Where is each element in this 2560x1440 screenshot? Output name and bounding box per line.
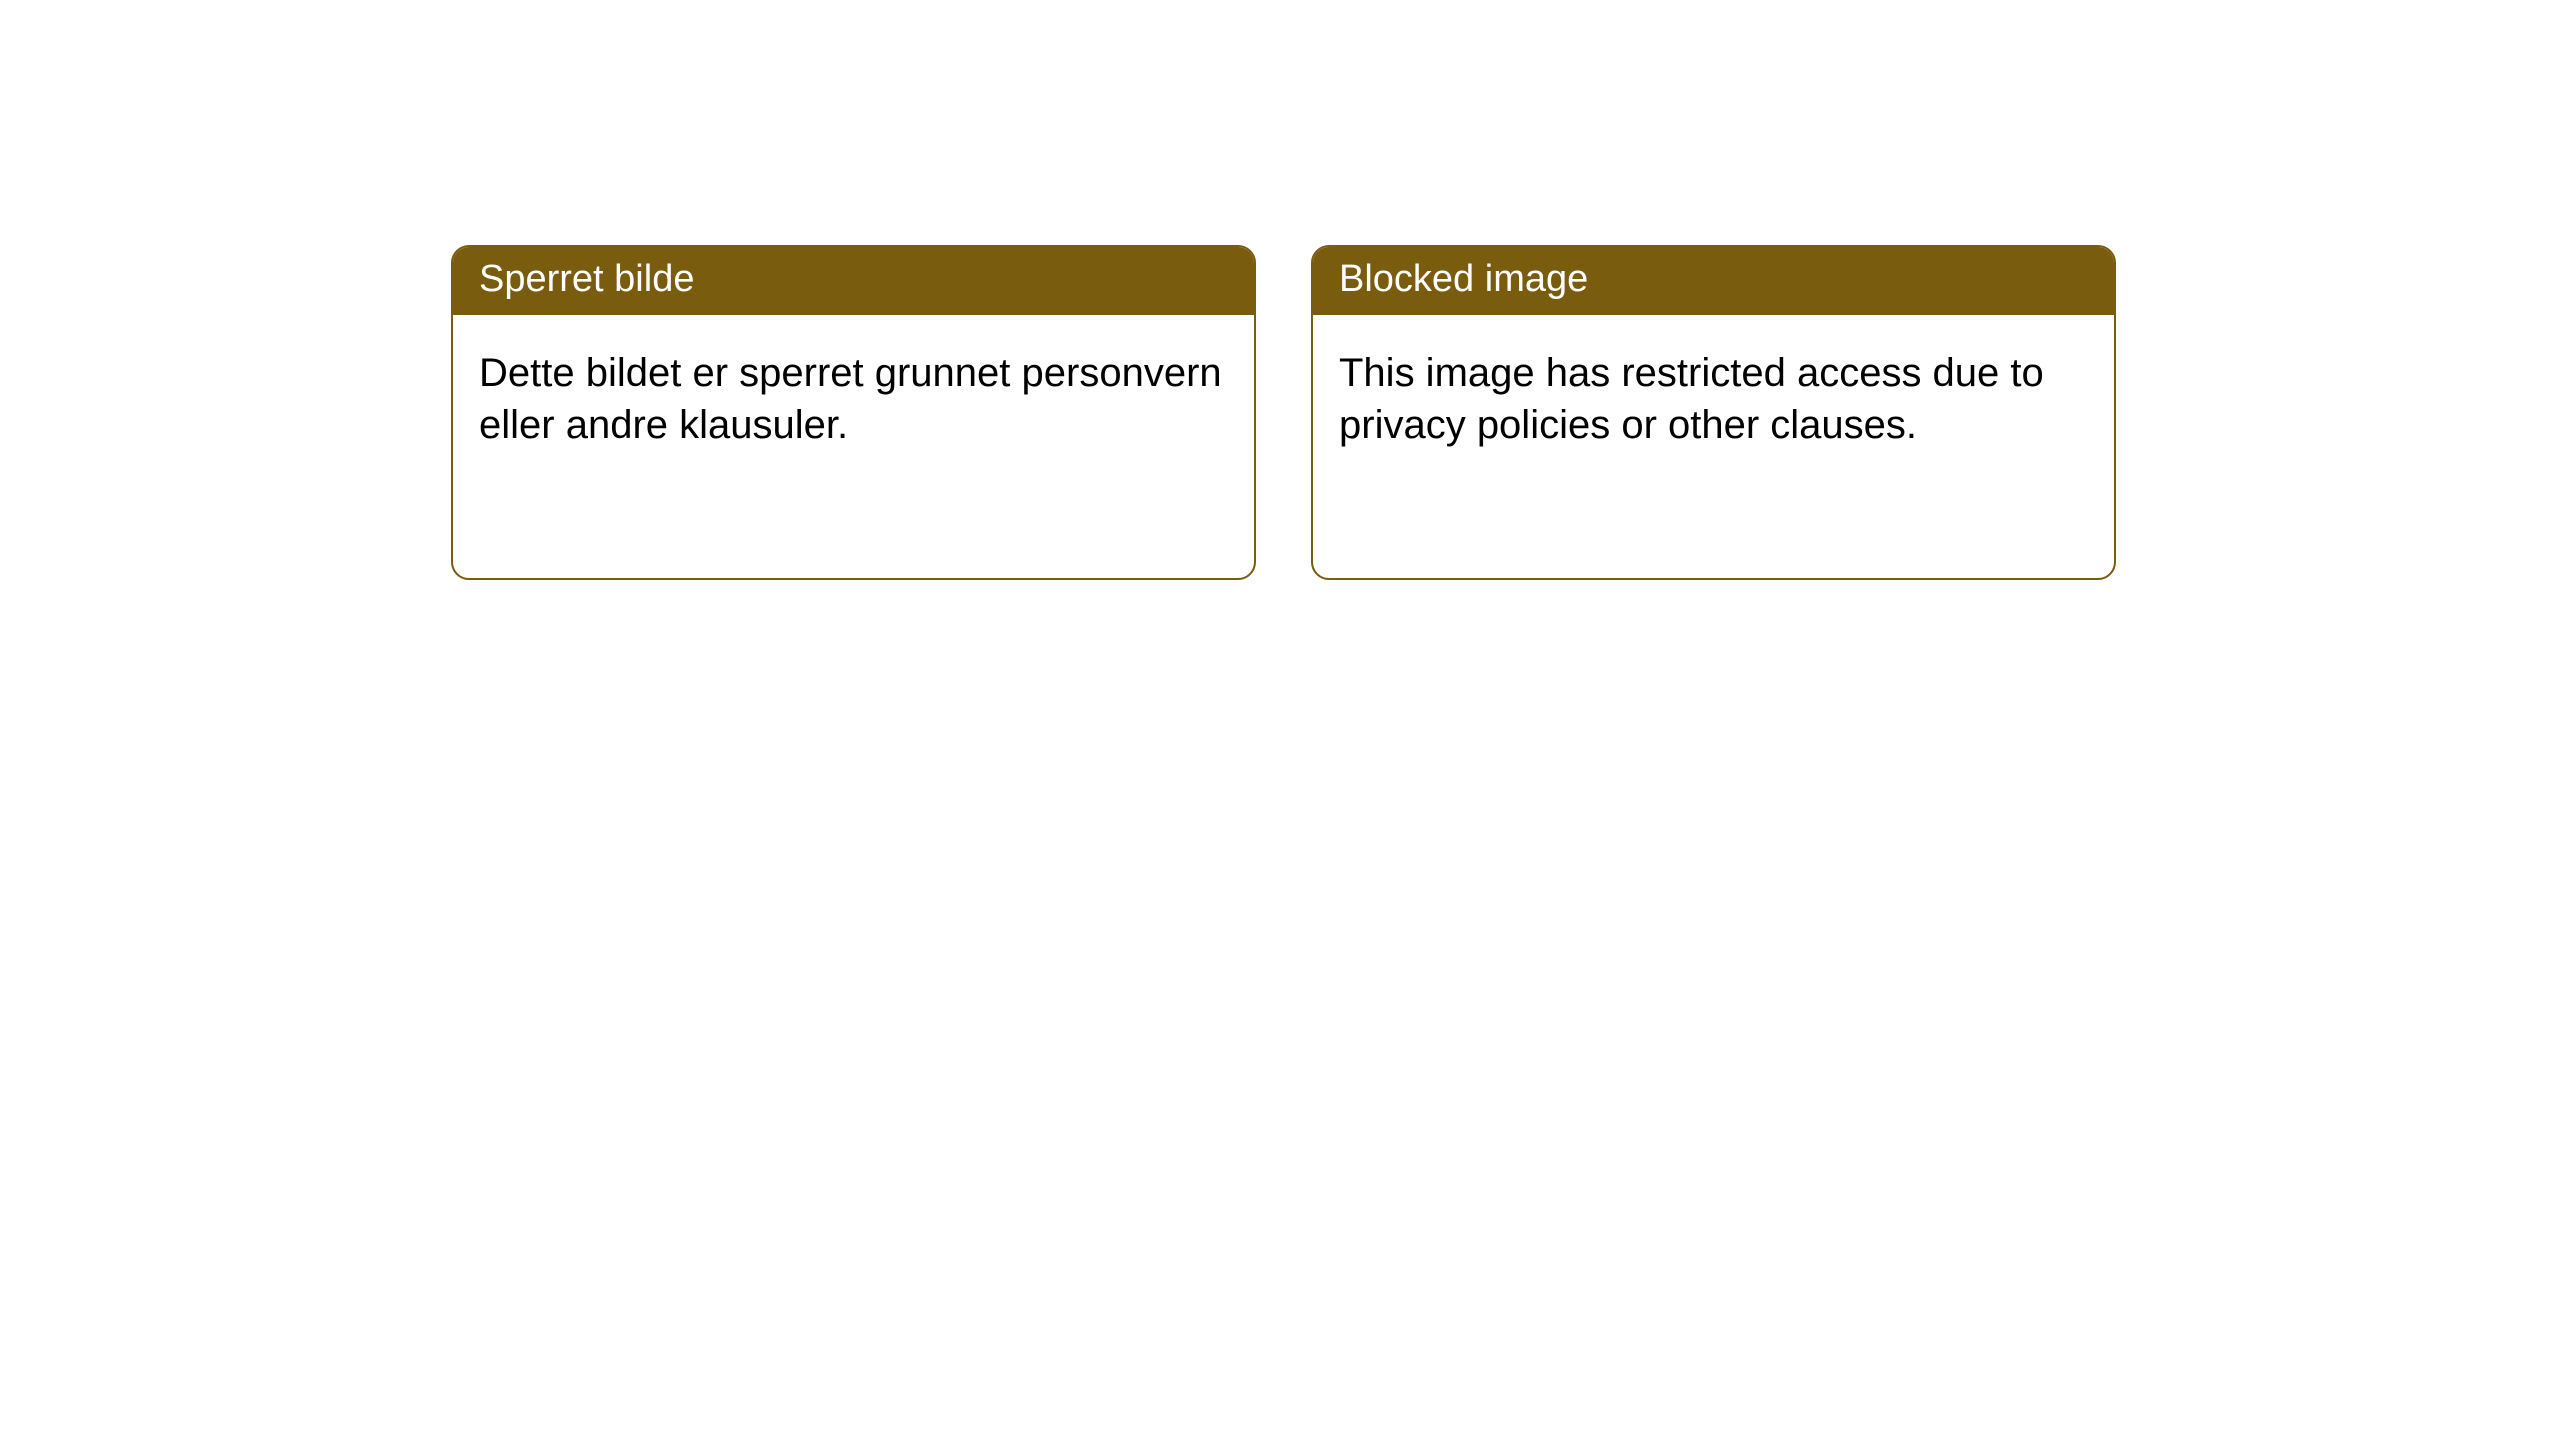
notice-container: Sperret bilde Dette bildet er sperret gr… bbox=[451, 245, 2116, 580]
notice-body-english: This image has restricted access due to … bbox=[1313, 315, 2114, 477]
notice-header-norwegian: Sperret bilde bbox=[453, 247, 1254, 315]
notice-card-norwegian: Sperret bilde Dette bildet er sperret gr… bbox=[451, 245, 1256, 580]
notice-body-norwegian: Dette bildet er sperret grunnet personve… bbox=[453, 315, 1254, 477]
notice-header-english: Blocked image bbox=[1313, 247, 2114, 315]
notice-card-english: Blocked image This image has restricted … bbox=[1311, 245, 2116, 580]
